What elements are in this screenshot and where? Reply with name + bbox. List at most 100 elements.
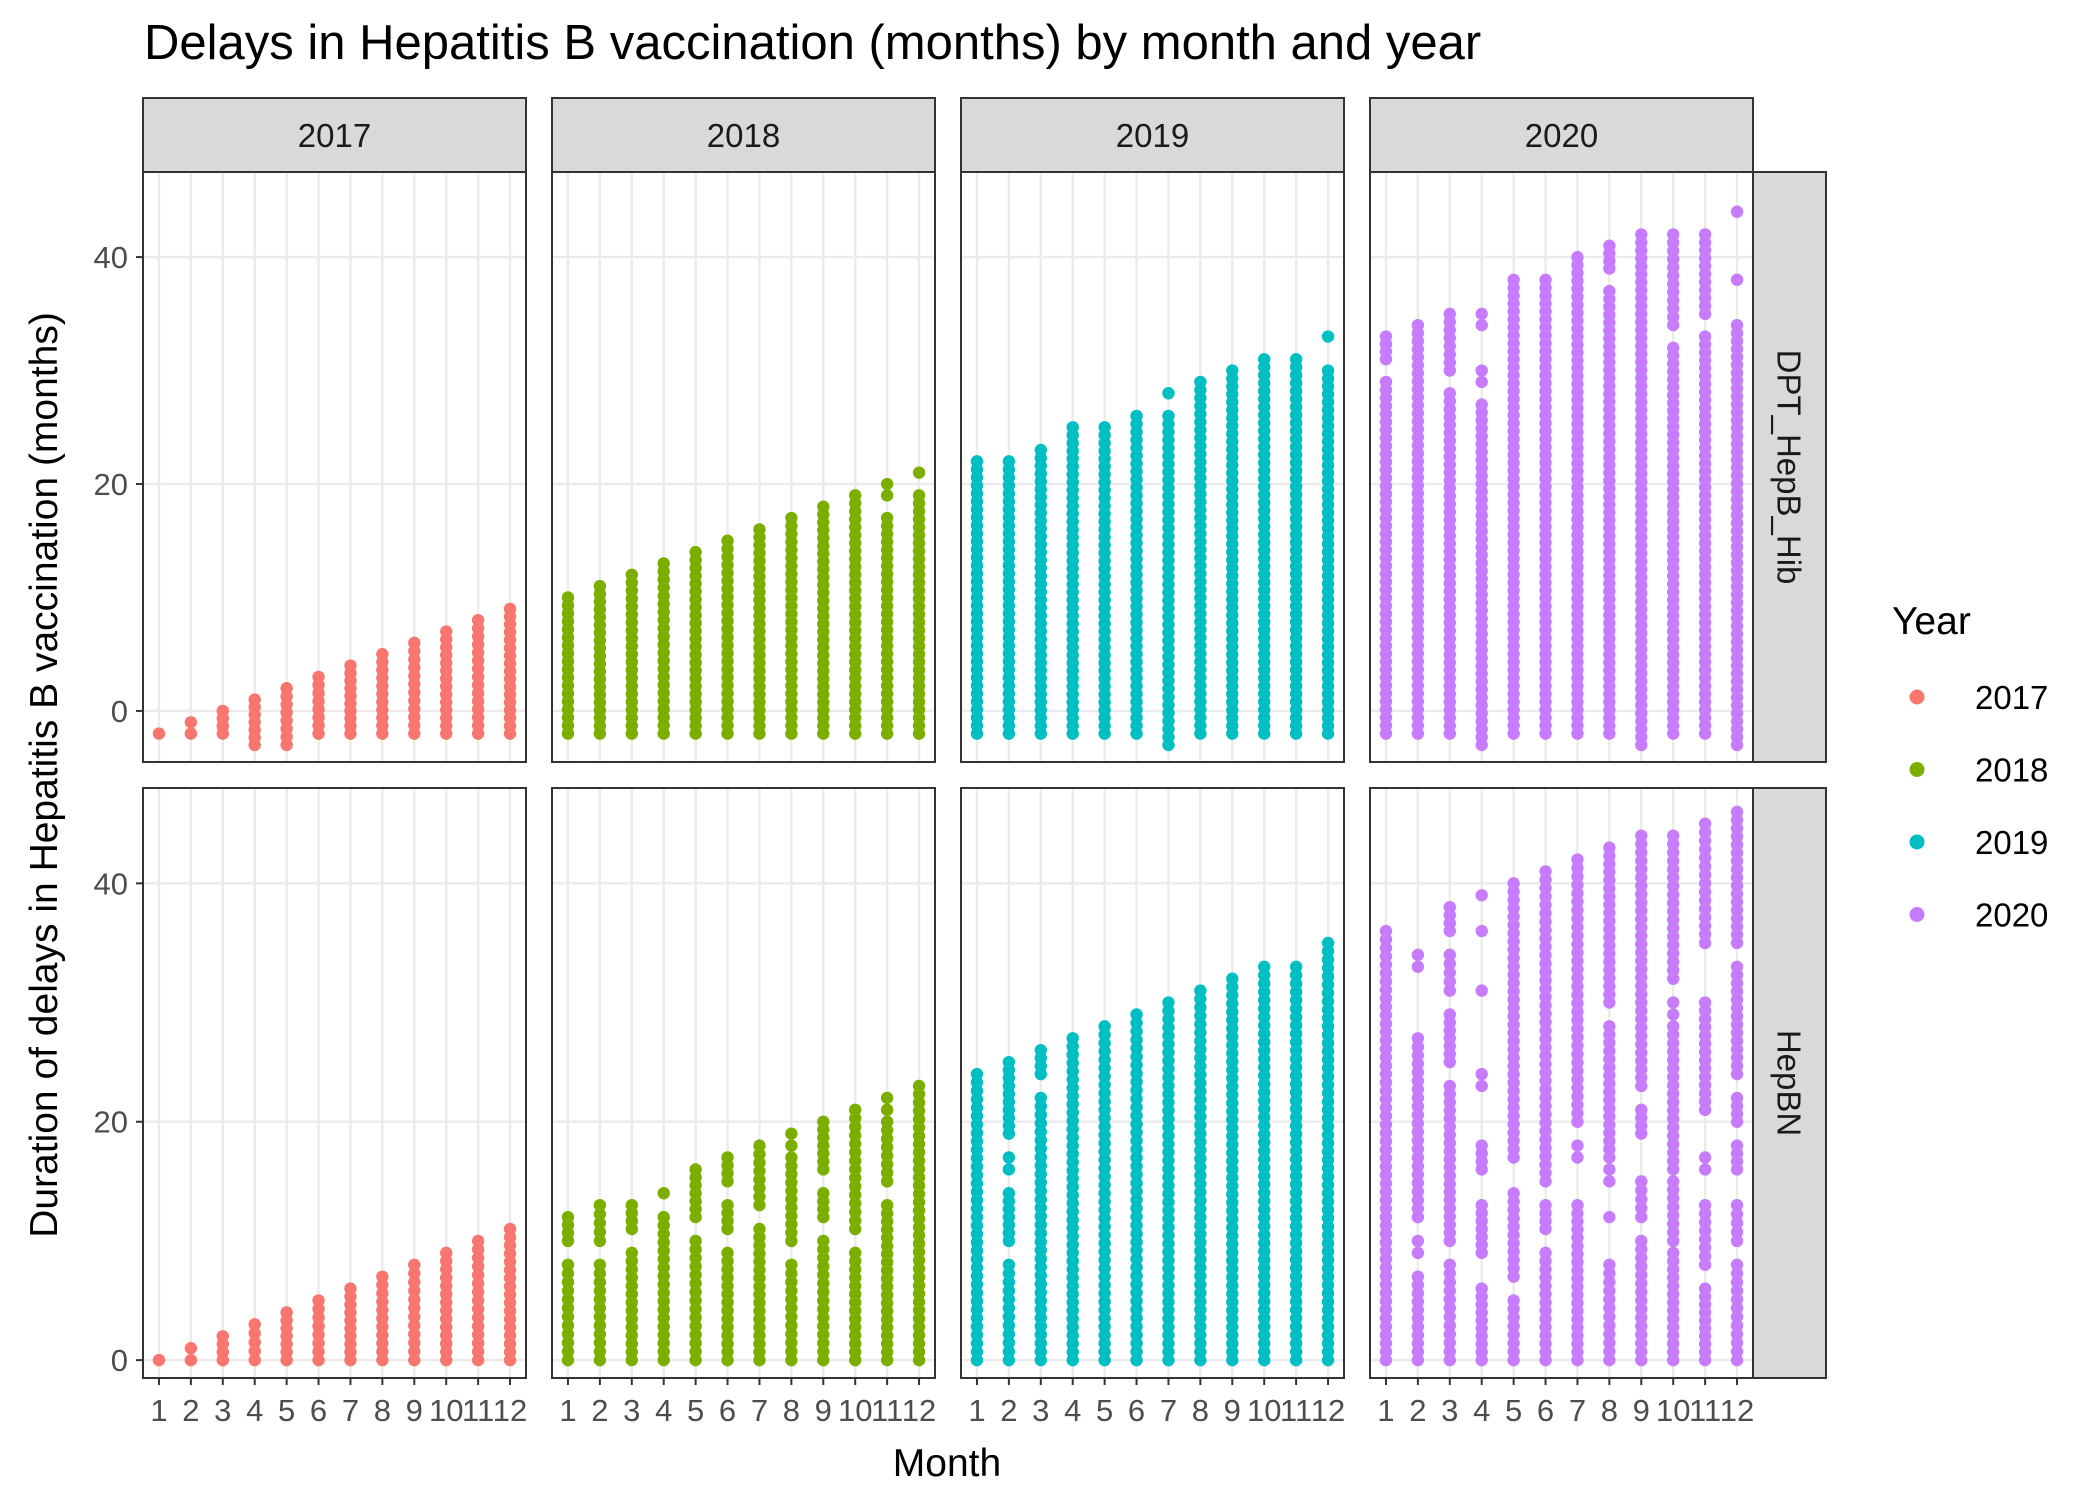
data-point [817,1336,830,1350]
data-point [1698,911,1712,924]
x-tick-label: 12 [902,1393,936,1428]
data-point [1571,1198,1584,1212]
facet-strip-2017 [142,97,527,173]
data-point [753,1173,766,1186]
data-point [1603,1345,1616,1358]
data-point [408,1336,421,1349]
data-point [1002,1055,1016,1069]
y-axis-label: Duration of delays in Hepatitis B vaccin… [23,312,66,1238]
y-tick-label: 20 [94,1105,128,1140]
x-tick-label: 1 [150,1393,167,1428]
data-point [880,1141,894,1154]
data-point [1667,1234,1680,1248]
data-point [880,1149,894,1162]
data-point [1507,1336,1520,1350]
data-point [593,1336,607,1349]
data-point [1603,1336,1616,1349]
data-point [1475,889,1488,902]
panel-points-DPT_HepB_Hib-2019 [970,330,1335,752]
data-point [1443,966,1456,979]
data-point [1730,1139,1744,1152]
data-point [625,568,638,581]
data-point [849,1129,862,1142]
panel-background [1370,788,1753,1378]
data-point [1475,318,1488,332]
data-point [1475,1198,1488,1212]
panel-border [551,787,936,1379]
data-point [1698,928,1712,941]
data-point [912,489,926,502]
x-tick-label: 12 [1720,1393,1754,1428]
data-point [1603,1284,1616,1297]
data-point [1539,865,1552,878]
data-point [753,523,766,536]
data-point [312,1336,325,1350]
facet-strip-2019 [960,97,1345,173]
data-point [753,1181,766,1195]
chart-title: Delays in Hepatitis B vaccination (month… [144,16,1481,70]
data-point [970,1067,984,1081]
data-point [785,1293,798,1306]
x-tick-label: 3 [214,1393,231,1428]
data-point [593,579,607,593]
data-point [593,1225,607,1239]
panel-points-DPT_HepB_Hib-2020 [1379,205,1744,752]
data-point [312,1328,325,1341]
data-point [1411,1151,1425,1164]
data-point [849,1103,862,1117]
data-point [1635,1175,1648,1188]
data-point [689,1163,702,1176]
data-point [1507,1319,1520,1333]
x-tick-label: 8 [1601,1393,1618,1428]
data-point [689,1336,702,1350]
data-point [1098,421,1111,434]
panel-border [1369,787,1754,1379]
data-point [1698,843,1712,856]
data-point [471,1294,485,1307]
data-point [593,1258,607,1271]
data-point [785,1258,798,1271]
data-point [344,659,357,672]
x-tick-label: 4 [1064,1393,1081,1428]
data-point [1635,1251,1648,1265]
data-point [312,1353,325,1367]
data-point [689,1285,702,1299]
x-tick-label: 6 [1537,1393,1554,1428]
data-point [1443,900,1456,914]
data-point [1379,330,1393,343]
data-point [849,1214,862,1227]
data-point [1667,1200,1680,1214]
data-point [1034,1044,1047,1057]
data-point [1507,273,1520,286]
legend-title: Year [1892,600,1971,643]
data-point [1603,239,1616,252]
x-tick-label: 12 [1311,1393,1345,1428]
data-point [1002,1336,1016,1349]
data-point [561,1336,575,1349]
data-point [1667,1217,1680,1231]
data-point [753,1147,766,1161]
data-point [689,1345,702,1358]
data-point [1507,1294,1520,1307]
data-point [1411,1032,1425,1045]
data-point [689,1294,702,1307]
data-point [1603,1210,1616,1224]
facet-label-2019: 2019 [1116,117,1189,154]
data-point [1635,1210,1648,1224]
data-point [817,1328,830,1341]
data-point [1730,205,1744,218]
data-point [785,1319,798,1332]
data-point [1475,1282,1488,1295]
data-point [593,1198,607,1212]
data-point [785,1151,798,1164]
data-point [1698,1224,1712,1237]
data-point [817,500,830,513]
data-point [1698,868,1712,882]
data-point [817,1319,830,1333]
data-point [1411,1193,1425,1207]
data-point [1289,353,1303,366]
data-point [1379,924,1393,938]
data-point [1635,1193,1648,1206]
data-point [1698,1241,1712,1254]
